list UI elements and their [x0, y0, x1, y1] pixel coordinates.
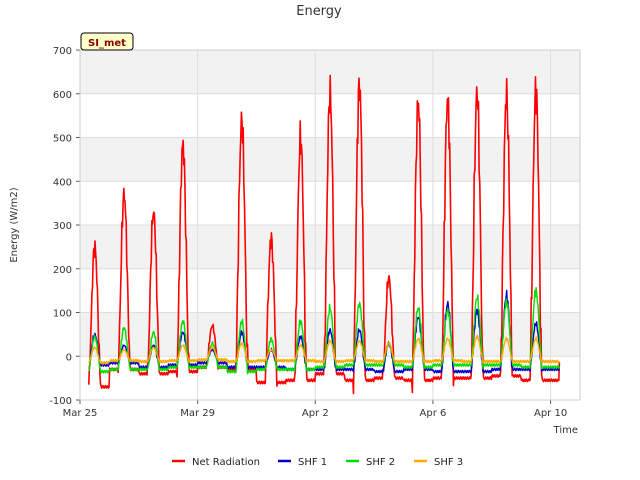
x-tick-label: Apr 10 [534, 408, 567, 419]
y-tick-label: -100 [49, 396, 72, 407]
legend-label: SHF 3 [434, 457, 463, 468]
legend-label: SHF 2 [366, 457, 395, 468]
legend-label: SHF 1 [298, 457, 327, 468]
x-tick-label: Mar 29 [180, 408, 215, 419]
x-tick-label: Apr 6 [420, 408, 447, 419]
series-layer [88, 74, 561, 395]
site-badge-label: SI_met [88, 38, 126, 49]
x-tick-label: Apr 2 [302, 408, 329, 419]
site-badge: SI_met [80, 32, 134, 51]
y-tick-label: 300 [53, 221, 72, 232]
y-tick-label: 500 [53, 134, 72, 145]
y-axis-title: Energy (W/m2) [9, 187, 20, 262]
plot-frame [79, 49, 581, 401]
plot-band [80, 137, 580, 182]
chart-title: Energy [296, 4, 342, 19]
y-tick-label: 600 [53, 90, 72, 101]
legend-label: Net Radiation [192, 457, 260, 468]
x-axis-title: Time [553, 425, 578, 436]
y-tick-label: 700 [53, 46, 72, 57]
plot-band [80, 225, 580, 269]
series-line-shf-2 [88, 287, 561, 375]
series-line-shf-3 [88, 334, 561, 365]
y-tick-label: 100 [53, 309, 72, 320]
legend: Net Radiation SHF 1 SHF 2 SHF 3 [172, 457, 463, 468]
site-badge-box [80, 32, 134, 51]
y-tick-label: 0 [66, 352, 72, 363]
y-tick-label: 200 [53, 265, 72, 276]
plot-band [80, 312, 580, 357]
axes: -100 0 100 200 300 400 500 600 700 Mar 25 Mar 29 Ap… [49, 46, 581, 419]
y-tick-label: 400 [53, 177, 72, 188]
x-tick-label: Mar 25 [63, 408, 98, 419]
